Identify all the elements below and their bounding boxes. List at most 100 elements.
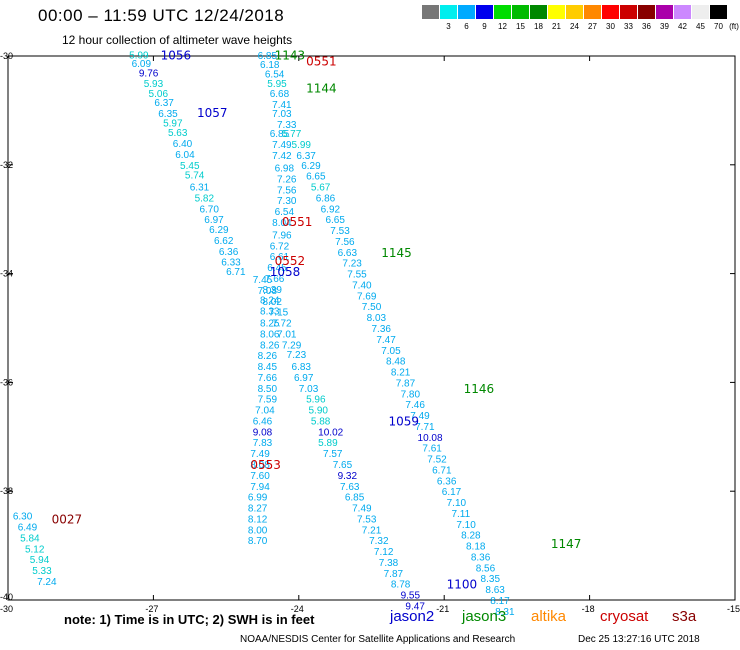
- swh-value: 5.90: [308, 406, 328, 417]
- swh-value: 6.99: [248, 493, 268, 504]
- legend-swatch: [494, 5, 511, 19]
- swh-value: 6.29: [301, 161, 321, 172]
- swh-value: 8.63: [485, 585, 505, 596]
- swh-value: 6.36: [437, 476, 457, 487]
- swh-value: 9.47: [405, 601, 425, 612]
- y-tick-label: -36: [0, 377, 13, 387]
- swh-value: 7.24: [37, 577, 57, 588]
- swh-value: 5.67: [311, 183, 331, 194]
- swh-value: 8.70: [248, 536, 268, 547]
- swh-value: 7.23: [287, 350, 307, 361]
- swh-value: 8.24: [260, 296, 280, 307]
- swh-value: 6.62: [214, 236, 234, 247]
- swh-value: 5.88: [311, 416, 331, 427]
- swh-value: 8.03: [367, 313, 387, 324]
- swh-value: 5.99: [292, 140, 312, 151]
- legend-label: 33: [624, 22, 633, 31]
- x-tick-label: -24: [291, 604, 304, 614]
- swh-value: 6.61: [270, 252, 290, 263]
- swh-value: 5.45: [180, 161, 200, 172]
- swh-value: 7.36: [372, 324, 392, 335]
- swh-value: 8.78: [391, 580, 411, 591]
- legend-swatch: [440, 5, 457, 19]
- swh-value: 10.08: [418, 433, 443, 444]
- swh-value: 7.47: [376, 335, 396, 346]
- x-tick-label: -27: [145, 604, 158, 614]
- legend-swatch: [638, 5, 655, 19]
- swh-value: 7.30: [277, 196, 297, 207]
- swh-value: 7.10: [456, 520, 476, 531]
- swh-value: 6.86: [316, 193, 336, 204]
- swh-value: 9.55: [401, 591, 421, 602]
- swh-value: 7.04: [255, 406, 275, 417]
- swh-value: 7.65: [333, 460, 353, 471]
- y-tick-label: -30: [0, 51, 13, 61]
- x-tick-label: -21: [436, 604, 449, 614]
- swh-value: 7.46: [405, 400, 425, 411]
- pass-label: 1146: [464, 382, 495, 396]
- swh-value: 7.26: [277, 174, 297, 185]
- swh-value: 7.87: [384, 569, 404, 580]
- legend-swatch: [566, 5, 583, 19]
- swh-value: 6.68: [270, 89, 290, 100]
- swh-value: 8.31: [495, 607, 515, 618]
- swh-value: 7.49: [410, 411, 430, 422]
- swh-value: 6.30: [13, 512, 33, 523]
- y-tick-label: -34: [0, 269, 13, 279]
- swh-value: 7.94: [250, 482, 270, 493]
- swh-value: 8.48: [386, 357, 406, 368]
- swh-value: 6.33: [221, 258, 241, 269]
- swh-value: 7.21: [362, 525, 382, 536]
- swh-value: 7.96: [272, 230, 292, 241]
- pass-label: 0551: [306, 54, 337, 68]
- pass-label: 1144: [306, 82, 337, 96]
- swh-value: 8.35: [481, 574, 501, 585]
- swh-value: 6.54: [265, 69, 285, 80]
- swh-value: 6.85: [345, 493, 365, 504]
- legend-label: 39: [660, 22, 669, 31]
- swh-value: 8.17: [490, 596, 510, 607]
- legend-label: 15: [516, 22, 525, 31]
- legend-label: 45: [696, 22, 705, 31]
- swh-value: 7.03: [299, 384, 319, 395]
- swh-value: 6.09: [132, 59, 152, 70]
- swh-value: 7.49: [352, 504, 372, 515]
- swh-value: 7.52: [427, 455, 447, 466]
- swh-value: 6.29: [209, 225, 229, 236]
- swh-value: 7.11: [451, 509, 470, 520]
- map-frame: [7, 55, 736, 601]
- swh-value: 7.66: [265, 274, 285, 285]
- swh-value: 6.72: [270, 241, 290, 252]
- swh-value: 9.08: [253, 427, 273, 438]
- swh-value: 7.59: [258, 395, 278, 406]
- swh-value: 5.99: [129, 50, 149, 61]
- swh-value: 6.98: [275, 164, 295, 175]
- swh-value: 6.97: [204, 215, 224, 226]
- x-tick-label: -18: [582, 604, 595, 614]
- swh-value: 5.84: [20, 533, 40, 544]
- swh-value: 7.50: [362, 302, 382, 313]
- pass-label: 1143: [275, 48, 306, 62]
- swh-value: 6.92: [321, 204, 341, 215]
- swh-value: 7.53: [330, 226, 350, 237]
- swh-value: 6.37: [296, 151, 316, 162]
- swh-value: 5.77: [282, 129, 302, 140]
- legend-swatch: [584, 5, 601, 19]
- swh-value: 6.63: [338, 248, 358, 259]
- swh-value: 6.65: [306, 172, 326, 183]
- note-text: note: 1) Time is in UTC; 2) SWH is in fe…: [64, 612, 315, 627]
- legend-swatch: [656, 5, 673, 19]
- swh-value: 6.71: [226, 267, 246, 278]
- legend-label: 36: [642, 22, 651, 31]
- swh-value: 5.74: [185, 171, 205, 182]
- swh-value: 7.45: [253, 275, 273, 286]
- swh-value: 7.56: [277, 185, 297, 196]
- swh-value: 7.66: [258, 373, 278, 384]
- y-tick-label: -38: [0, 486, 13, 496]
- pass-label: 1147: [551, 537, 582, 551]
- legend-swatch: [530, 5, 547, 19]
- swh-value: 6.46: [253, 416, 273, 427]
- legend-swatch: [674, 5, 691, 19]
- swh-value: 7.23: [342, 259, 362, 270]
- swh-value: 7.42: [272, 151, 292, 162]
